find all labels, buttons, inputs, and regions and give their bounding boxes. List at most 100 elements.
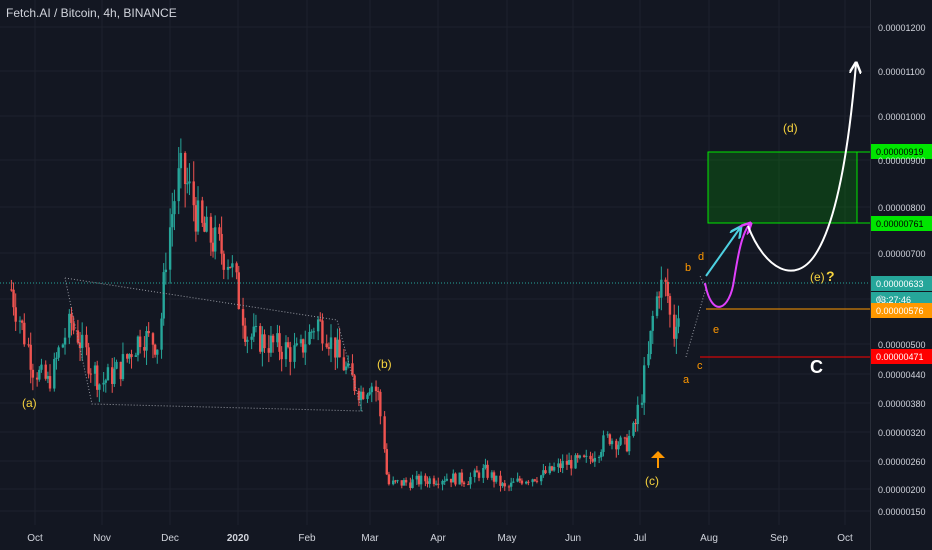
candle-body — [23, 322, 26, 345]
time-tick-label: Dec — [161, 533, 179, 544]
candle-body — [44, 364, 47, 379]
candle-body — [366, 394, 369, 399]
candle-body — [574, 455, 577, 469]
candle-body — [342, 357, 346, 371]
price-tick-label: 0.00000260 — [878, 457, 926, 467]
candle-body — [241, 309, 245, 326]
candle-body — [561, 460, 564, 469]
candle-body — [222, 253, 225, 270]
candle-body — [115, 361, 118, 369]
candle-body — [402, 480, 406, 486]
time-tick-label: Nov — [93, 533, 111, 544]
candle-body — [452, 473, 455, 483]
candle-body — [677, 318, 680, 327]
candle-body — [145, 330, 148, 351]
candle-body — [276, 333, 279, 343]
candle-body — [301, 339, 305, 353]
candle-body — [567, 459, 571, 465]
time-tick-label: Sep — [770, 533, 788, 544]
price-tick-label: 0.00000800 — [878, 203, 926, 213]
time-tick-label: Feb — [298, 533, 316, 544]
candle-body — [443, 480, 446, 482]
candle-body — [237, 272, 240, 310]
candle-body — [280, 351, 283, 360]
subwave-b: b — [685, 262, 691, 274]
candle-body — [160, 318, 163, 350]
candle-body — [625, 437, 629, 452]
candle-body — [565, 460, 569, 465]
candle-body — [441, 481, 444, 485]
candle-body — [213, 227, 217, 252]
candle-body — [14, 307, 17, 322]
candle-body — [664, 279, 667, 282]
candle-body — [38, 369, 41, 380]
wave-label-b: (b) — [377, 357, 392, 371]
price-axis[interactable]: 0.00001200 0.00001100 0.00001000 0.00000900… — [878, 23, 926, 517]
candle-body — [29, 344, 32, 370]
candle-body — [310, 331, 313, 333]
candle-body — [220, 233, 223, 254]
magenta-forecast-arrow — [704, 224, 750, 308]
time-axis[interactable]: Oct Nov Dec 2020 Feb Mar Apr May Jun Jul Aug Sep Oct — [27, 533, 853, 544]
target-high-tag-box — [870, 144, 932, 159]
candle-body — [525, 481, 528, 484]
candle-body — [325, 343, 328, 348]
drawings-layer: 0.00000633 03:27:460.00000576 0.00000471 0.… — [0, 64, 932, 488]
up-arrow-icon — [651, 451, 665, 468]
candle-body — [570, 459, 573, 469]
candle-body — [20, 320, 24, 323]
candle-body — [533, 479, 536, 481]
time-tick-label: May — [498, 533, 517, 544]
candle-body — [499, 475, 502, 486]
candle-body — [304, 344, 307, 353]
candle-body — [211, 242, 215, 252]
candle-body — [527, 481, 530, 483]
candle-body — [136, 336, 140, 356]
time-tick-label: Oct — [837, 533, 853, 544]
candle-body — [27, 344, 30, 346]
candle-body — [46, 376, 50, 379]
candle-body — [102, 382, 105, 385]
candle-body — [492, 472, 496, 482]
candle-body — [437, 483, 440, 485]
candle-body — [589, 455, 592, 460]
candle-body — [361, 391, 365, 399]
candle-body — [610, 440, 614, 445]
price-tick-label: 0.00000200 — [878, 485, 926, 495]
candle-body — [458, 472, 461, 485]
candle-body — [183, 152, 187, 185]
candle-body — [316, 319, 320, 332]
candle-body — [542, 470, 545, 476]
candle-body — [179, 152, 183, 169]
candle-body — [344, 366, 348, 371]
orange-tag-box — [870, 303, 932, 318]
candle-body — [164, 269, 168, 273]
candle-body — [608, 434, 612, 445]
candle-body — [494, 475, 498, 482]
candle-body — [357, 390, 361, 401]
support-tag-label: 0.00000471 — [876, 352, 924, 362]
candle-body — [649, 330, 652, 355]
candle-body — [597, 457, 601, 459]
candle-body — [203, 222, 206, 232]
triangle-pattern-small — [685, 275, 707, 358]
candle-body — [31, 369, 35, 378]
candle-body — [338, 339, 341, 358]
candle-body — [250, 336, 253, 340]
candle-body — [632, 422, 635, 436]
wave-label-e: (e) — [810, 270, 825, 284]
candle-body — [299, 339, 303, 344]
candle-body — [503, 483, 506, 487]
candle-body — [192, 181, 195, 206]
candle-body — [512, 481, 515, 483]
candle-body — [516, 478, 519, 482]
candle-body — [411, 479, 414, 488]
candle-body — [509, 482, 513, 487]
candle-body — [231, 263, 234, 268]
candle-body — [289, 347, 292, 362]
candle-body — [602, 435, 605, 452]
candle-body — [600, 451, 603, 458]
candle-body — [346, 363, 350, 367]
partial-price-label: 0. — [878, 294, 886, 304]
